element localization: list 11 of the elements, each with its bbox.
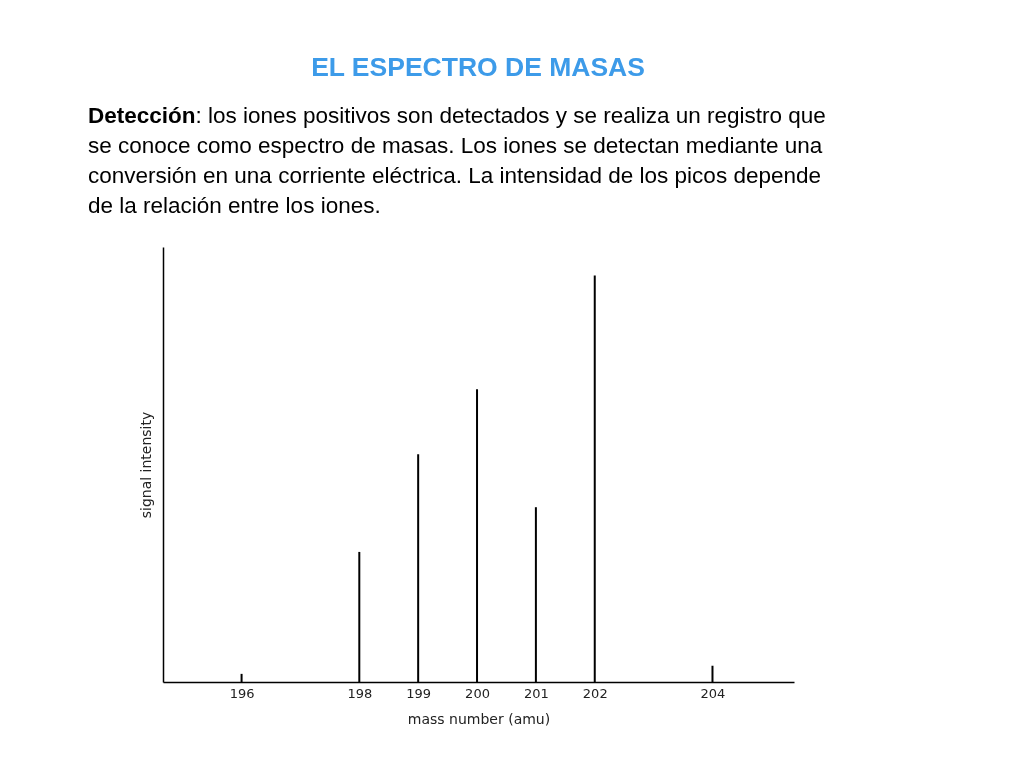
x-tick-label: 196 xyxy=(229,685,255,701)
y-axis-title: signal intensity xyxy=(137,411,154,519)
chart-subtitle: Detección: los iones positivos son detectados y se realiza un registro que se conoce como espectro de masas. Los iones se detectan mediante una conversión en una corriente eléctrica. La intensidad de los picos depende de la relación entre los iones. xyxy=(88,103,826,218)
x-tick-label: 204 xyxy=(700,685,726,701)
chart-title: EL ESPECTRO DE MASAS xyxy=(311,52,645,82)
x-tick-label: 198 xyxy=(347,685,373,701)
x-tick-label: 201 xyxy=(523,685,549,701)
x-tick-label: 202 xyxy=(582,685,608,701)
x-axis-title: mass number (amu) xyxy=(407,710,551,727)
x-tick-label: 199 xyxy=(406,685,432,701)
x-tick-label: 200 xyxy=(465,685,490,701)
